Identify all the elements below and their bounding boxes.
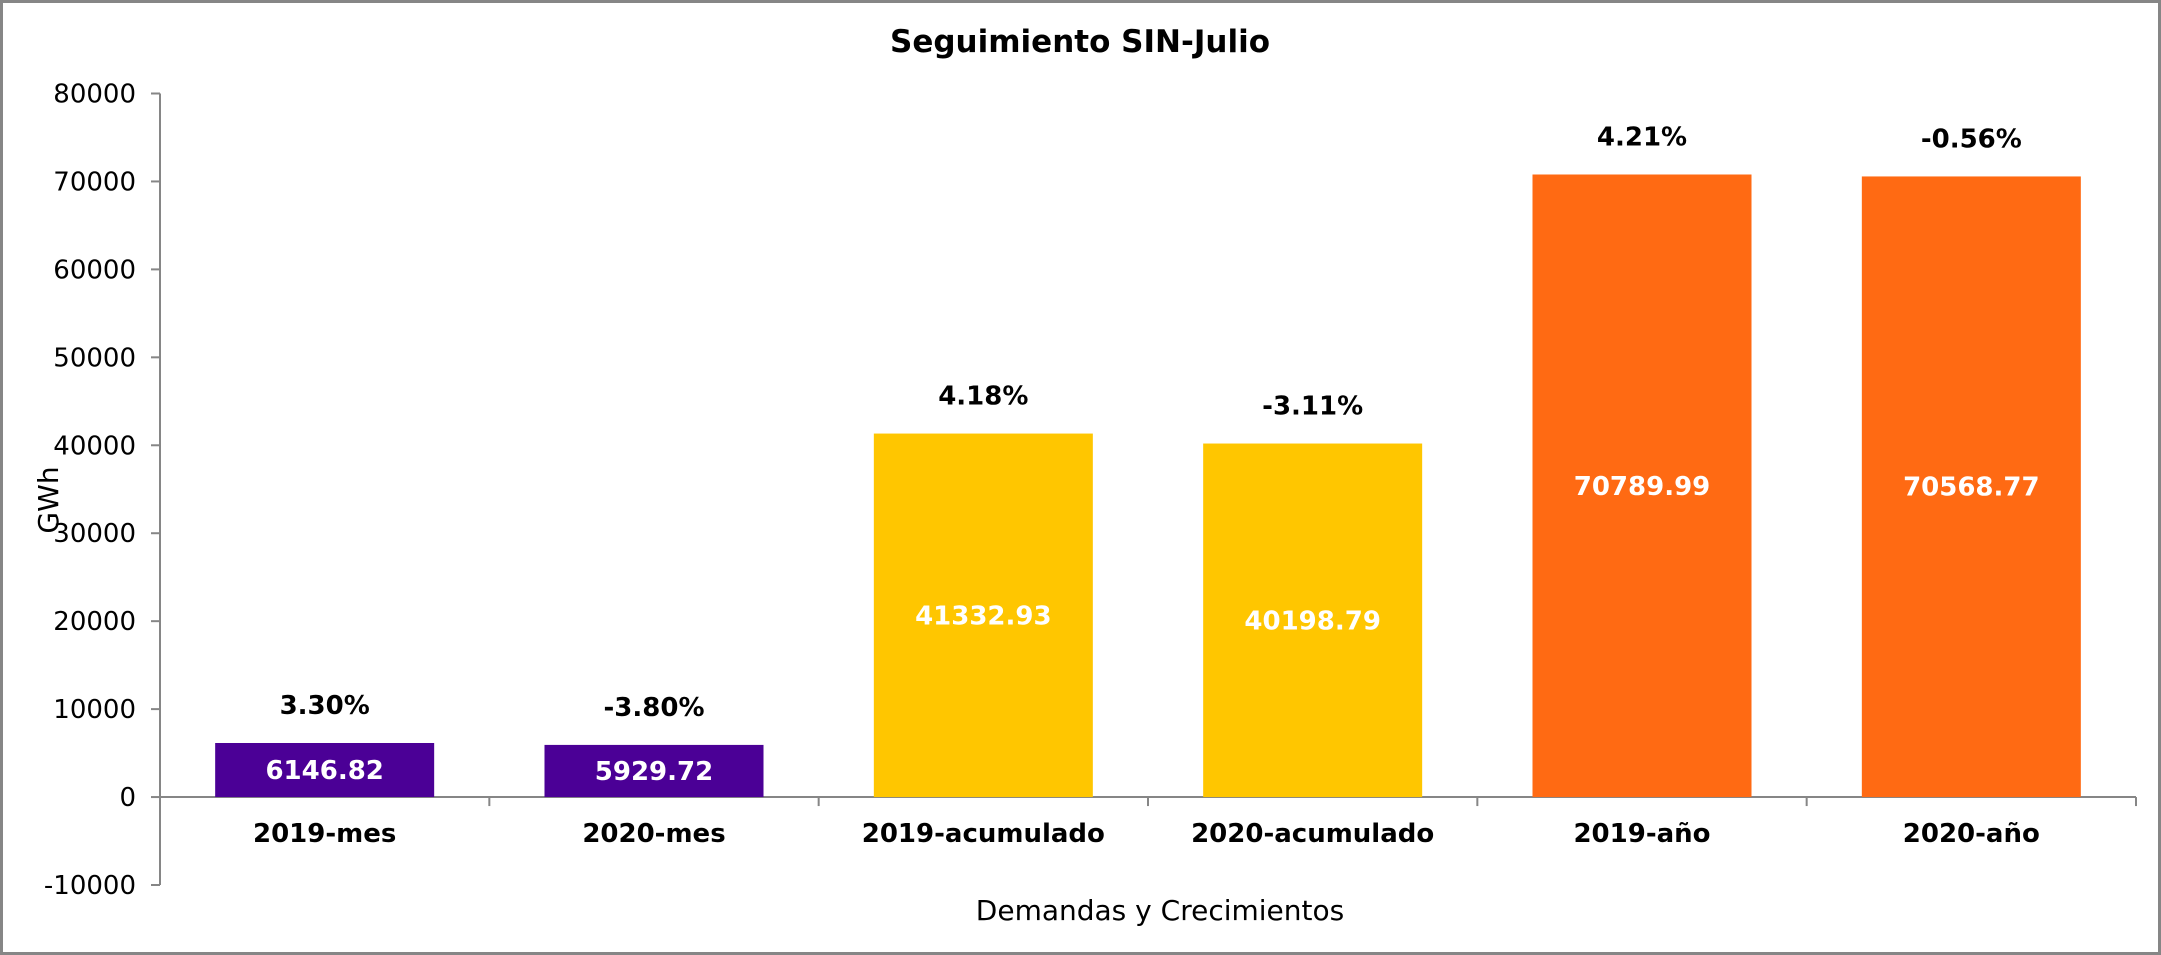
y-tick-label: 10000 — [53, 695, 136, 725]
bar-2020-año — [1861, 176, 2081, 798]
y-tick-label: 20000 — [53, 607, 136, 637]
y-tick-label: 80000 — [53, 80, 136, 110]
y-tick-label: 50000 — [53, 343, 136, 373]
y-tick-label: 70000 — [53, 167, 136, 197]
growth-label: -3.80% — [604, 693, 705, 723]
y-tick-label: -10000 — [44, 871, 136, 901]
growth-label: 3.30% — [280, 691, 370, 721]
bar-value-label: 41332.93 — [915, 601, 1052, 631]
growth-label: 4.18% — [938, 382, 1028, 412]
bar-value-label: 40198.79 — [1244, 606, 1381, 636]
growth-label: 4.21% — [1597, 122, 1687, 152]
x-category-label: 2019-acumulado — [862, 819, 1105, 849]
bar-2019-mes — [215, 742, 435, 798]
bar-2020-mes — [544, 744, 764, 798]
y-tick-label: 40000 — [53, 431, 136, 461]
x-category-label: 2019-año — [1573, 819, 1710, 849]
x-axis-label: Demandas y Crecimientos — [976, 894, 1344, 927]
chart-title: Seguimiento SIN-Julio — [890, 24, 1270, 60]
bar-2019-acumulado — [873, 433, 1093, 798]
x-category-label: 2020-año — [1903, 819, 2040, 849]
bar-value-label: 6146.82 — [265, 756, 383, 786]
y-tick-label: 60000 — [53, 255, 136, 285]
bar-2020-acumulado — [1203, 443, 1423, 798]
x-category-label: 2020-acumulado — [1191, 819, 1434, 849]
x-category-label: 2020-mes — [582, 819, 725, 849]
bar-value-label: 70568.77 — [1903, 473, 2040, 503]
bar-2019-año — [1532, 174, 1752, 798]
growth-label: -0.56% — [1921, 124, 2022, 154]
x-category-label: 2019-mes — [253, 819, 396, 849]
y-tick-label: 0 — [119, 783, 136, 813]
bar-value-label: 5929.72 — [595, 757, 713, 787]
y-axis-label: GWh — [32, 466, 65, 533]
growth-label: -3.11% — [1262, 392, 1363, 422]
y-tick-label: 30000 — [53, 519, 136, 549]
bar-value-label: 70789.99 — [1574, 472, 1711, 502]
